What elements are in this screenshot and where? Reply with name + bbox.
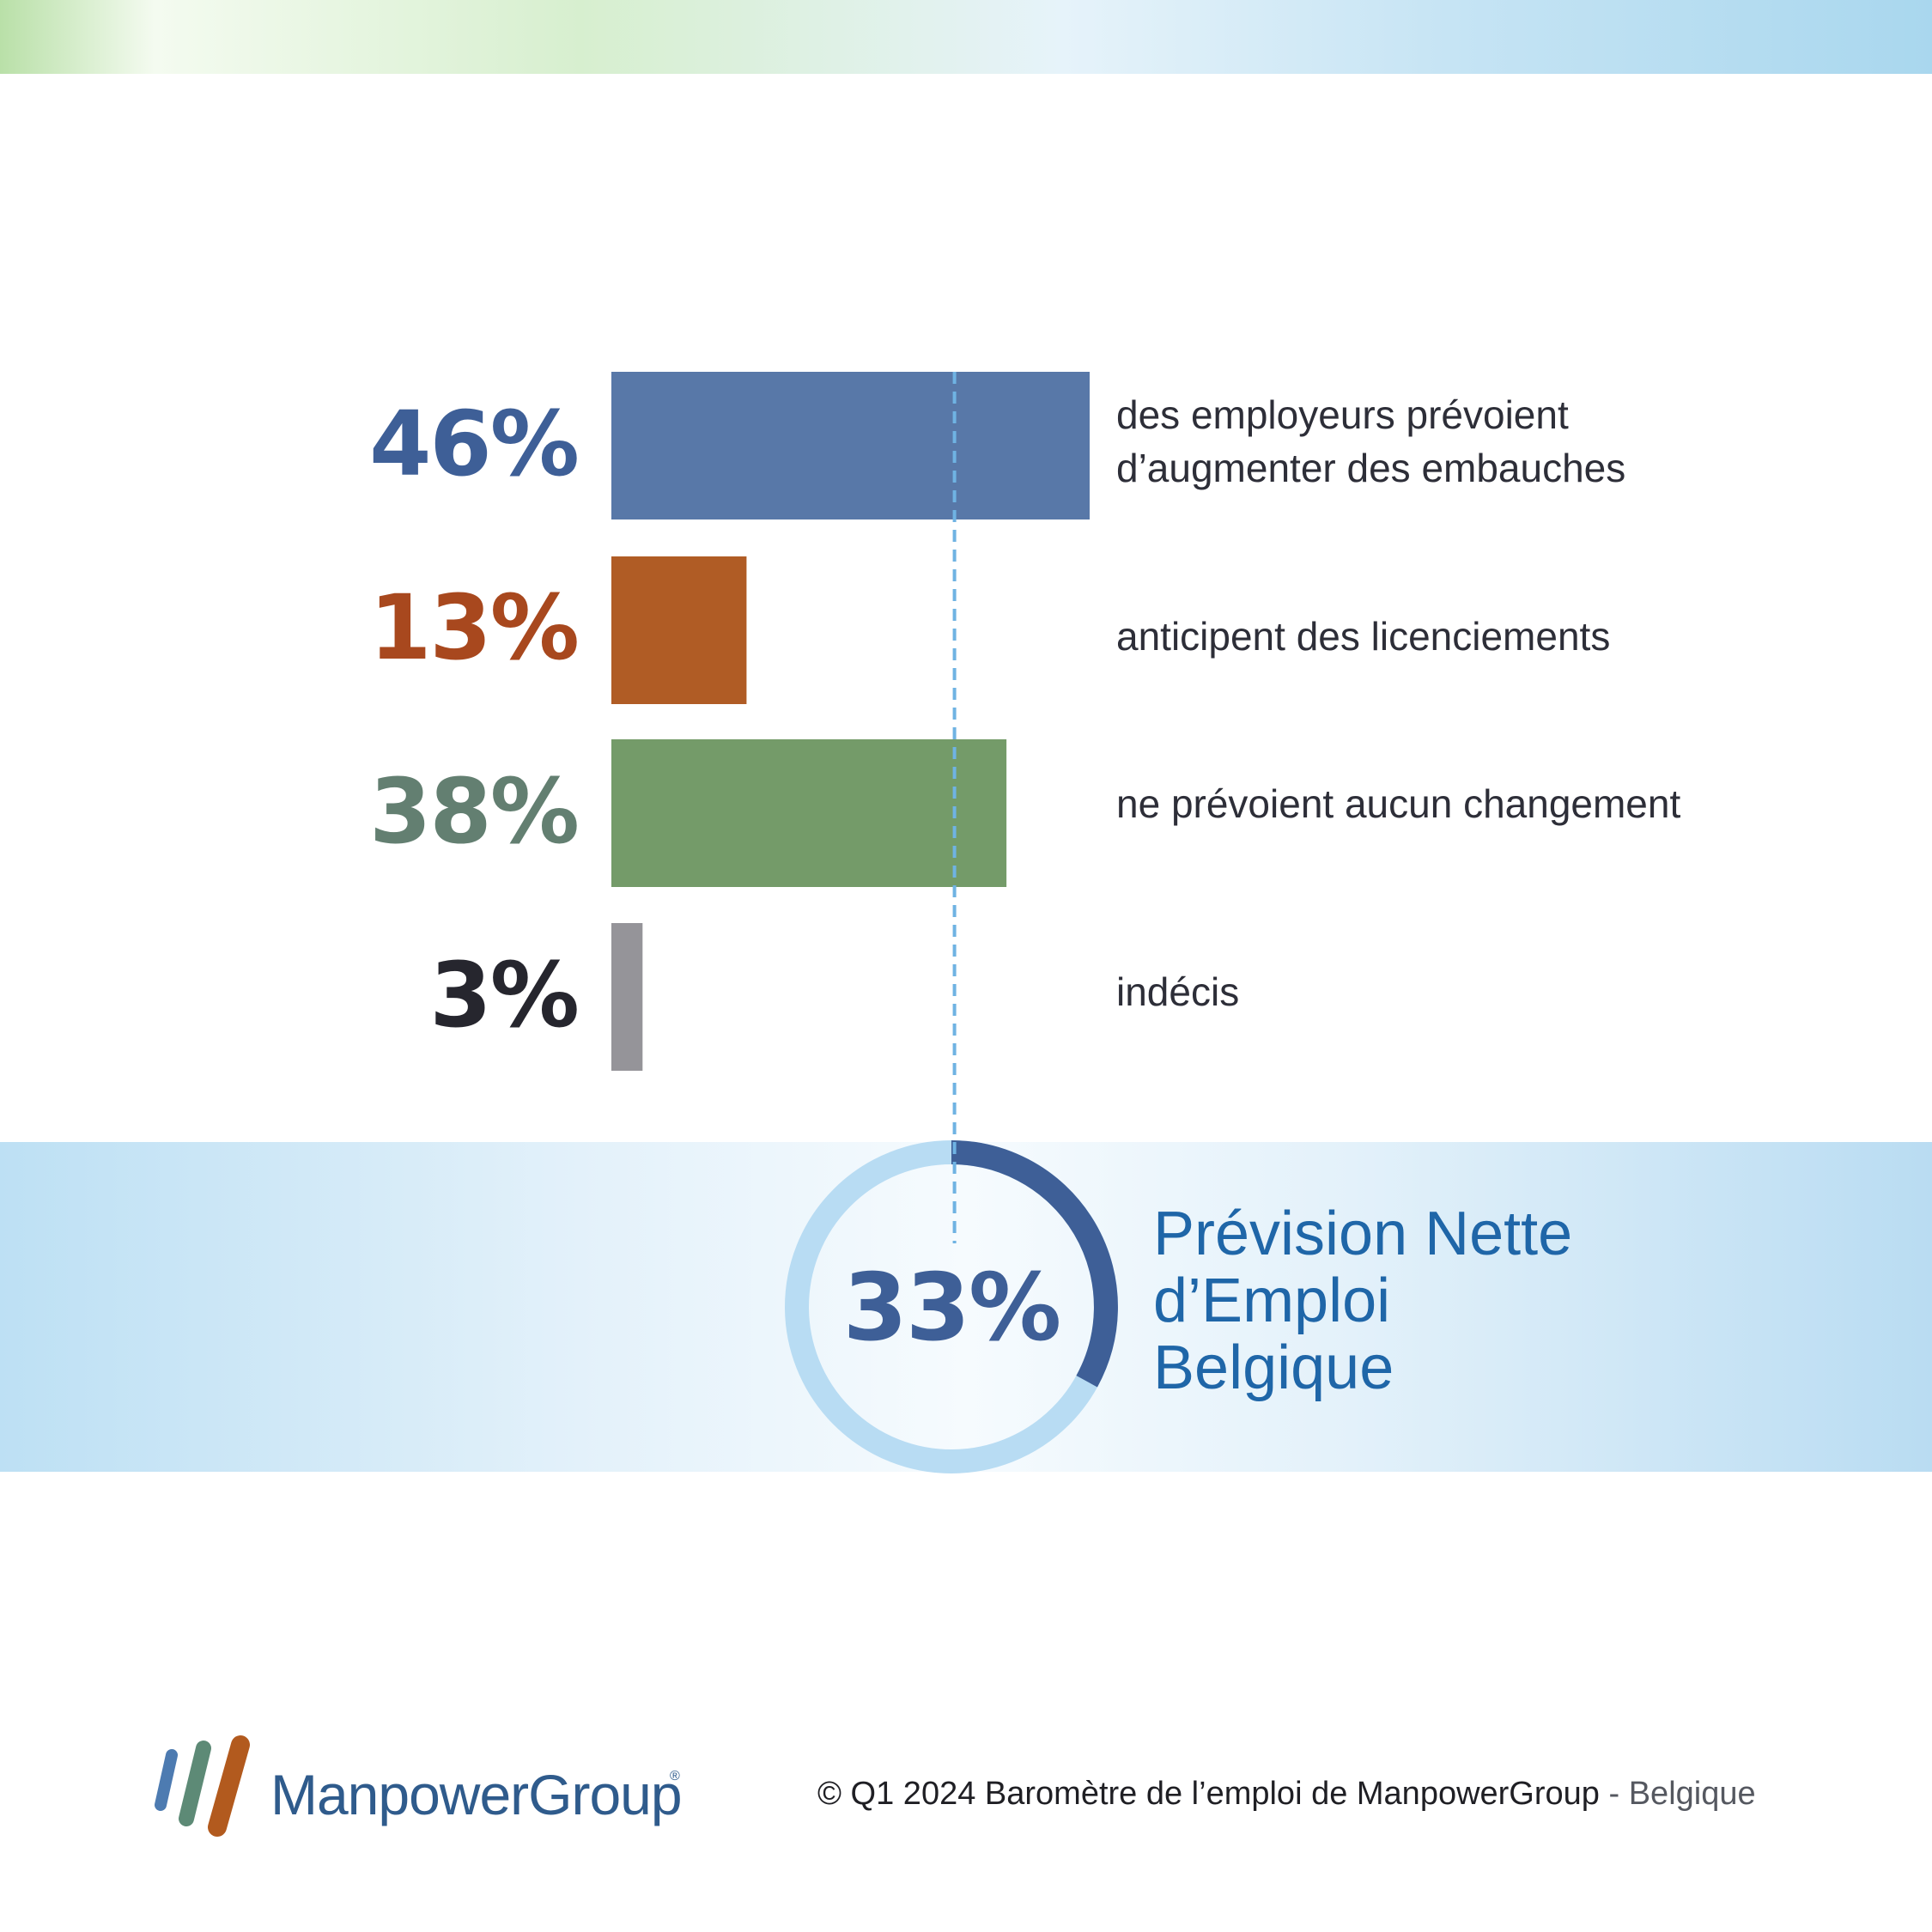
value-label-decrease: 13%: [369, 575, 580, 680]
category-label-no-change: ne prévoient aucun changement: [1116, 777, 1889, 830]
bar-decrease: [611, 556, 747, 704]
category-label-increase: des employeurs prévoient d’augmenter des…: [1116, 388, 1889, 495]
value-label-increase: 46%: [369, 392, 580, 496]
value-label-undecided: 3%: [429, 943, 580, 1048]
category-label-no-change-line1: ne prévoient aucun changement: [1116, 781, 1681, 826]
net-forecast-band: [0, 1142, 1932, 1472]
value-label-no-change: 38%: [369, 759, 580, 864]
category-label-undecided: indécis: [1116, 965, 1889, 1018]
category-label-undecided-line1: indécis: [1116, 969, 1240, 1014]
net-title-line1: Prévision Nette: [1153, 1200, 1573, 1268]
net-title-line2: d’Emploi: [1153, 1267, 1391, 1335]
bar-undecided: [611, 923, 643, 1071]
top-gradient-strip: [0, 0, 1932, 74]
logo-wordmark: ManpowerGroup: [270, 1763, 683, 1826]
logo-registered-mark: ®: [670, 1769, 680, 1783]
footer-suffix: - Belgique: [1608, 1776, 1756, 1812]
category-label-increase-line2: d’augmenter des embauches: [1116, 446, 1626, 490]
bar-no-change: [611, 739, 1007, 887]
manpowergroup-logo-icon: [155, 1735, 250, 1837]
category-label-increase-line1: des employeurs prévoient: [1116, 392, 1569, 437]
net-title-line3: Belgique: [1153, 1334, 1394, 1402]
footer-main: © Q1 2024 Baromètre de l’emploi de Manpo…: [817, 1776, 1600, 1812]
net-employment-value: 33%: [842, 1255, 1062, 1362]
category-label-decrease-line1: anticipent des licenciements: [1116, 614, 1611, 659]
category-label-decrease: anticipent des licenciements: [1116, 610, 1889, 663]
bar-increase: [611, 372, 1090, 519]
footer-copyright: © Q1 2024 Baromètre de l’emploi de Manpo…: [817, 1776, 1756, 1813]
net-employment-title: Prévision Nette d’Emploi Belgique: [1153, 1200, 1572, 1401]
ring-progress: [951, 1140, 1118, 1388]
